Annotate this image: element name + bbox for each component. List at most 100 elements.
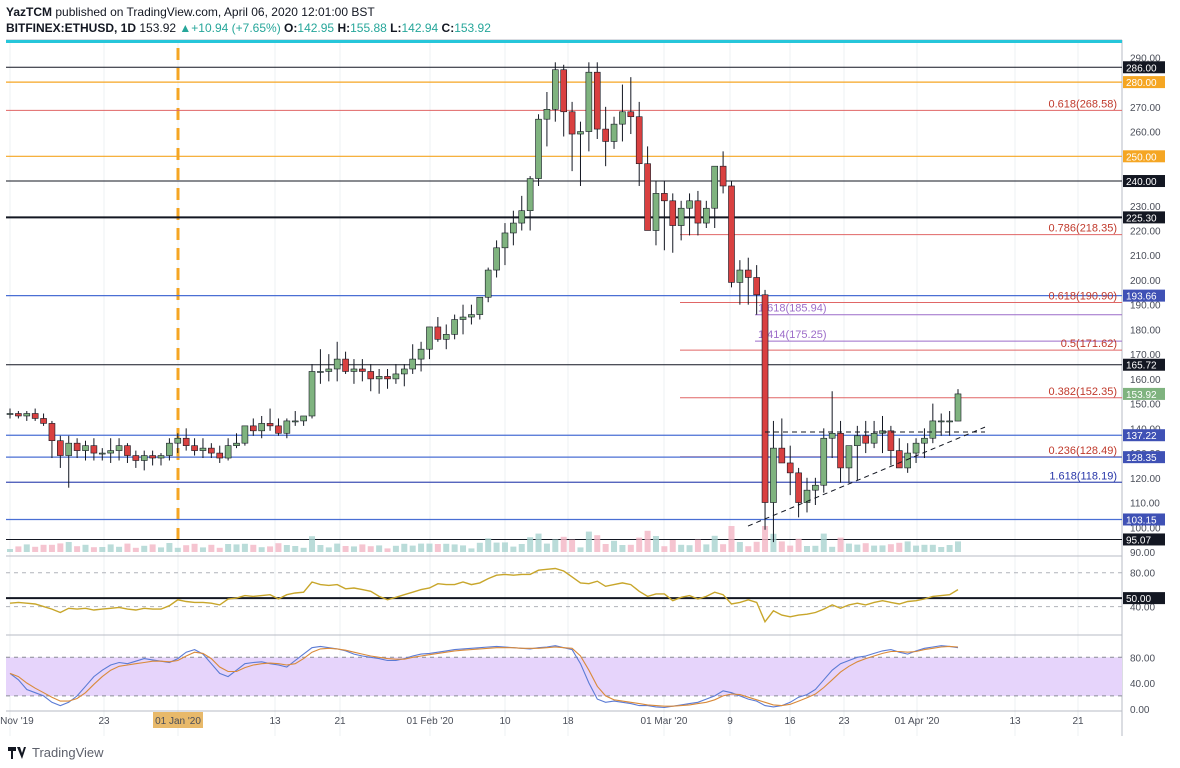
volume-bar	[711, 535, 718, 552]
level-price-tag-label: 165.72	[1126, 361, 1157, 372]
price-change: +10.94 (+7.65%)	[191, 21, 281, 35]
volume-bar	[854, 544, 861, 552]
volume-bar	[594, 535, 601, 552]
publisher-name[interactable]: YazTCM	[6, 5, 53, 19]
symbol-name[interactable]: BITFINEX:ETHUSD, 1D	[6, 21, 137, 35]
candle-body	[526, 178, 534, 212]
level-price-tag	[1123, 175, 1165, 188]
volume-bar	[158, 547, 165, 552]
volume-bar	[845, 543, 852, 552]
candle-body	[65, 442, 73, 456]
stoch-tick-label: 0.00	[1130, 705, 1150, 716]
candle-body	[216, 452, 224, 459]
volume-bar	[887, 544, 894, 552]
volume-bar	[619, 545, 626, 552]
price-tick-label: 290.00	[1130, 53, 1161, 64]
volume-bar	[787, 545, 794, 552]
fib-level-label: 1.618(118.19)	[1049, 470, 1117, 482]
candle-body	[275, 425, 282, 434]
candle-body	[166, 442, 173, 456]
level-price-tag	[1123, 289, 1165, 302]
volume-bar	[686, 545, 693, 552]
volume-bar	[23, 544, 30, 552]
candle-body	[174, 437, 182, 444]
candle-body	[812, 484, 819, 491]
volume-bar	[485, 538, 492, 552]
candle-body	[602, 128, 609, 142]
candle-body	[317, 371, 324, 373]
up-triangle-icon: ▲	[179, 21, 192, 35]
volume-bar	[585, 531, 592, 552]
fib-level-label: 0.618(268.58)	[1049, 98, 1118, 110]
volume-bar	[770, 533, 777, 552]
candle-body	[736, 269, 744, 283]
volume-bar	[166, 543, 173, 552]
footer-brand[interactable]: TradingView	[8, 745, 104, 760]
volume-bar	[879, 545, 886, 552]
time-tick-label: 23	[98, 716, 110, 727]
volume-bar	[15, 546, 22, 552]
level-price-tag	[1123, 211, 1165, 224]
volume-bar	[82, 544, 89, 552]
fib-level-label: 0.786(218.35)	[1049, 223, 1118, 235]
candle-body	[560, 69, 567, 113]
level-price-tag-label: 280.00	[1126, 78, 1157, 89]
time-tick-label: 10	[499, 716, 511, 727]
candle-body	[845, 445, 853, 469]
time-tick-label: 01 Nov '19	[0, 716, 34, 727]
candle-body	[912, 442, 920, 454]
candle-body	[837, 432, 844, 469]
volume-bar	[812, 545, 819, 552]
last-price: 153.92	[139, 21, 177, 35]
volume-bar	[871, 545, 878, 552]
time-tick-label: 01 Feb '20	[407, 716, 454, 727]
candle-body	[904, 452, 911, 469]
price-tick-label: 100.00	[1130, 523, 1161, 534]
candle-body	[48, 423, 56, 442]
volume-bar	[661, 546, 668, 552]
time-tick-label: 13	[1009, 716, 1021, 727]
volume-bar	[309, 536, 316, 552]
candle-body	[476, 296, 484, 315]
candle-body	[283, 420, 291, 434]
candle-body	[82, 445, 89, 451]
level-price-tag	[1123, 451, 1165, 464]
level-price-tag-label: 128.35	[1126, 453, 1157, 464]
candle-body	[23, 413, 31, 417]
volume-bar	[292, 546, 299, 552]
candle-body	[535, 118, 542, 179]
volume-bar	[762, 526, 769, 552]
candle-body	[300, 415, 307, 422]
time-tick-label: 18	[562, 716, 574, 727]
price-tick-label: 210.00	[1130, 251, 1161, 262]
volume-bar	[493, 542, 500, 552]
stoch-band-fill	[6, 657, 1122, 696]
volume-bar	[334, 543, 341, 552]
volume-bar	[90, 547, 97, 552]
price-tick-label: 270.00	[1130, 103, 1161, 114]
fib-level-label: 1.618(185.94)	[758, 303, 827, 315]
candle-body	[946, 420, 953, 423]
candle-body	[585, 71, 593, 132]
volume-bar	[116, 546, 123, 552]
volume-bar	[476, 542, 483, 552]
candle-body	[468, 314, 475, 318]
candle-body	[401, 368, 408, 375]
volume-bar	[560, 536, 567, 552]
stoch-line	[9, 645, 959, 709]
volume-bar	[569, 539, 576, 552]
volume-bar	[955, 541, 961, 552]
candle-body	[15, 413, 22, 417]
volume-bar	[7, 549, 13, 552]
volume-bar	[904, 541, 911, 552]
candle-body	[90, 445, 98, 454]
volume-bar	[929, 544, 936, 552]
level-price-tag-label: 225.30	[1126, 213, 1157, 224]
volume-bar	[946, 545, 953, 552]
volume-bar	[795, 538, 802, 552]
candle-body	[593, 71, 601, 130]
volume-bar	[460, 545, 467, 552]
level-price-tag-label: 103.15	[1126, 515, 1157, 526]
candle-body	[518, 210, 526, 224]
